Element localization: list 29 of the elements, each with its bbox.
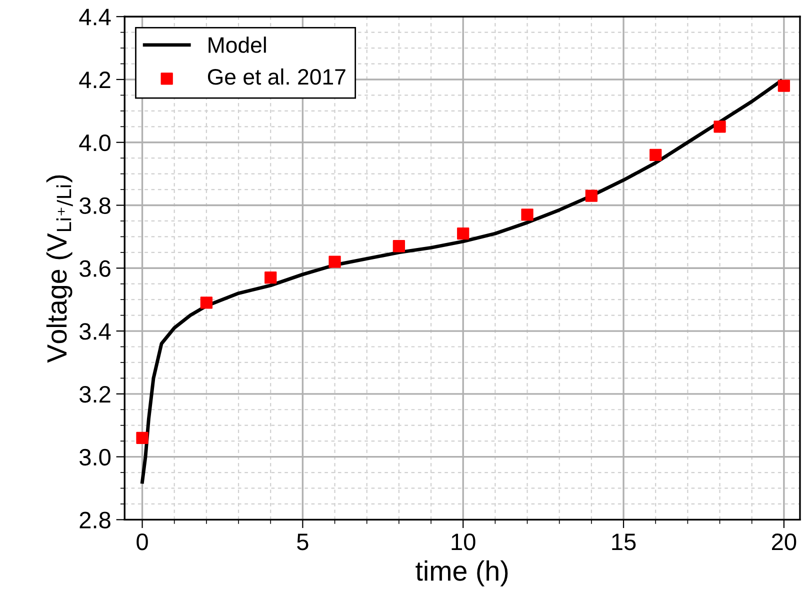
point — [650, 148, 662, 162]
x-tick-label: 5 — [297, 534, 308, 550]
x-tick-label: 10 — [452, 533, 476, 550]
point — [328, 256, 341, 268]
legend-label: Ge et al. 2017 — [208, 68, 346, 85]
y-axis-title: Voltage (V$_{Li⁺/Li}$) — [46, 175, 73, 363]
y-tick-label: 4.4 — [79, 8, 111, 26]
y-tick-label: 3.2 — [80, 386, 110, 403]
y-tick-label: 3.6 — [80, 260, 110, 277]
point — [778, 80, 790, 92]
x-tick-label: 20 — [772, 533, 796, 550]
point — [136, 432, 148, 444]
point — [457, 227, 470, 240]
x-tick-label: 15 — [612, 534, 636, 550]
point — [585, 190, 598, 202]
point — [714, 120, 726, 133]
y-tick-label: 3.8 — [80, 197, 110, 214]
point — [264, 272, 277, 284]
legend-label: Model — [208, 36, 266, 53]
x-axis-title: time (h) — [416, 560, 508, 586]
y-tick-label: 4.2 — [79, 72, 110, 88]
y-tick-label: 4.0 — [79, 134, 111, 152]
point — [521, 208, 534, 221]
y-tick-label: 3.0 — [80, 448, 111, 466]
y-tick-label: 2.8 — [80, 512, 110, 528]
point — [392, 240, 406, 252]
point — [200, 296, 213, 309]
y-tick-label: 3.4 — [80, 323, 111, 340]
x-tick-label: 0 — [136, 533, 148, 550]
